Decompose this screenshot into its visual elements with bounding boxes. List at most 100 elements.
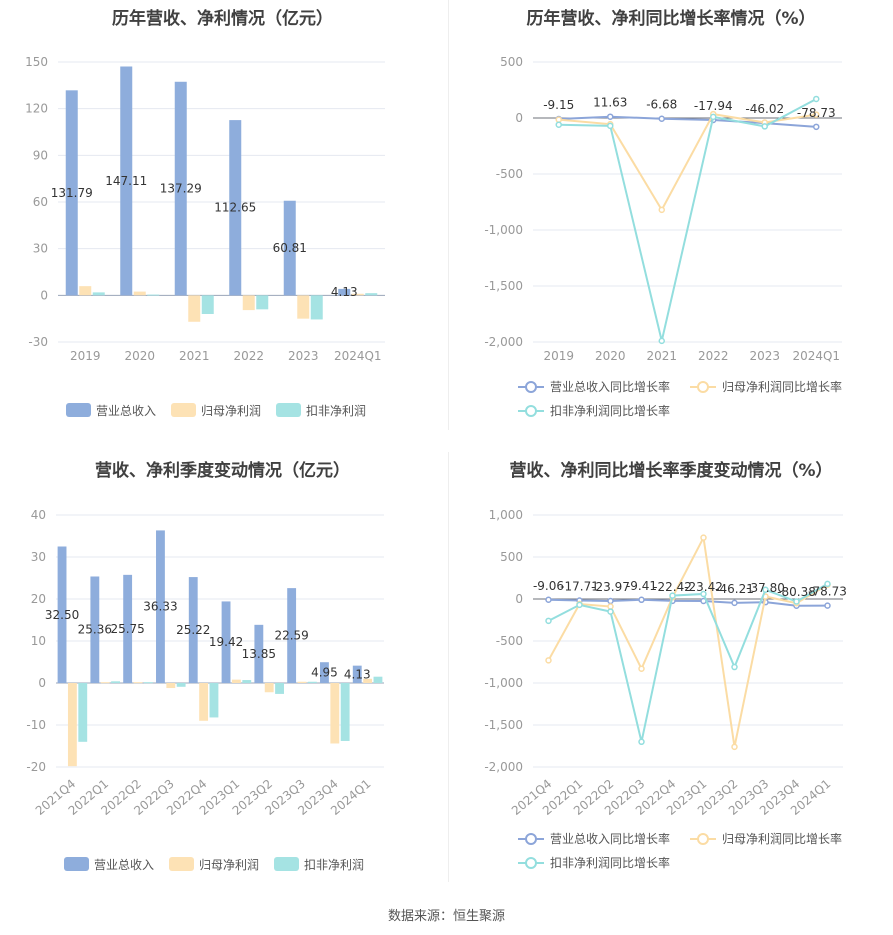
y-tick-label: -30 [28, 335, 48, 349]
bar [242, 295, 255, 311]
bar [92, 292, 105, 296]
data-point [607, 597, 614, 605]
bar-data-label: 4.95 [311, 666, 338, 680]
y-tick-label: -20 [26, 760, 46, 774]
y-tick-label: -500 [496, 167, 523, 181]
series-line [558, 112, 817, 212]
legend-label: 扣非净利润同比增长率 [550, 403, 670, 418]
line-data-label: -46.21 [715, 582, 754, 596]
y-tick-label: 1,000 [489, 508, 523, 522]
data-point [638, 596, 645, 604]
line-data-label: -17.71 [560, 579, 599, 593]
chart-title: 营收、净利同比增长率季度变动情况（%） [509, 461, 833, 481]
quarterly-revenue-profit-chart: 营收、净利季度变动情况（亿元） -20 -10 0 10 20 30 40 2021Q4 202… [0, 452, 445, 892]
chart-svg: -2,000 -1,500 -1,000 -500 0 500 2019 2020 2021 20… [484, 55, 842, 418]
data-point [813, 123, 820, 131]
bar-data-label: 131.79 [51, 186, 93, 200]
legend-swatch [66, 403, 91, 417]
panel-divider-top [448, 0, 449, 430]
annual-revenue-profit-chart: 历年营收、净利情况（亿元） -30 0 30 60 90 120 150 2019 2020 20… [0, 0, 445, 430]
bar [231, 679, 241, 683]
bar [147, 294, 160, 296]
bar [100, 682, 110, 684]
line-data-label: -78.73 [808, 585, 847, 599]
series-line [558, 98, 817, 342]
bar-data-label: 147.11 [105, 174, 147, 188]
data-point [731, 599, 738, 607]
line-data-label: -6.68 [646, 98, 677, 112]
bar [90, 576, 100, 683]
y-tick-label: 500 [500, 55, 523, 69]
y-tick-label: 0 [38, 676, 46, 690]
data-point [731, 743, 738, 751]
chart-title: 历年营收、净利情况（亿元） [112, 9, 333, 29]
data-point [700, 590, 707, 598]
bar [275, 683, 284, 694]
y-tick-label: 60 [33, 195, 48, 209]
bar [133, 682, 143, 684]
y-tick-label: -500 [496, 634, 523, 648]
bar-data-label: 60.81 [273, 241, 307, 255]
data-point [638, 738, 645, 746]
data-point [607, 608, 614, 615]
legend-label: 营业总收入 [94, 858, 154, 872]
bar-data-label: 19.42 [209, 635, 243, 649]
bar [338, 288, 351, 296]
x-tick-label: 2024Q1 [792, 349, 840, 363]
x-tick-label: 2021 [646, 349, 677, 363]
legend-label: 营业总收入 [96, 404, 156, 418]
y-tick-label: -1,500 [484, 718, 523, 732]
bar [351, 293, 364, 296]
data-point [555, 116, 562, 123]
y-tick-label: 0 [515, 592, 523, 606]
data-point [607, 603, 614, 610]
bar [254, 624, 264, 683]
legend-label: 扣非净利润 [304, 858, 364, 872]
bar-data-label: 25.75 [110, 622, 144, 636]
data-point [710, 113, 717, 121]
y-tick-label: 90 [33, 148, 48, 162]
bar [133, 291, 146, 296]
bar [229, 120, 242, 296]
y-tick-label: 30 [33, 242, 48, 256]
y-tick-label: 150 [25, 55, 48, 69]
y-tick-label: 20 [31, 592, 46, 606]
bar [57, 546, 67, 683]
bar [264, 683, 274, 693]
bar-data-label: 32.50 [45, 608, 79, 622]
bar [297, 295, 310, 319]
line-data-label: -17.94 [694, 99, 733, 113]
bar [209, 683, 219, 718]
panel-divider-bottom [448, 452, 449, 882]
bar-data-label: 25.36 [78, 623, 112, 637]
bar-data-label: 25.22 [176, 623, 210, 637]
bar [363, 678, 373, 683]
bar [310, 295, 323, 320]
y-tick-label: -2,000 [484, 335, 523, 349]
bar [201, 295, 214, 314]
chart-svg: -20-100102030402021Q42022Q12022Q22022Q32… [26, 508, 384, 872]
bar [307, 681, 317, 683]
bar-data-label: 36.33 [143, 600, 177, 614]
bar-data-label: 22.59 [274, 629, 308, 643]
line-data-label: -9.06 [533, 579, 564, 593]
line-data-label: -23.97 [591, 580, 630, 594]
line-data-label: 11.63 [593, 96, 627, 110]
y-tick-label: 120 [25, 102, 48, 116]
y-tick-label: -2,000 [484, 760, 523, 774]
line-data-label: -78.73 [797, 106, 836, 120]
legend-label: 归母净利润 [199, 858, 259, 872]
data-point [545, 596, 552, 604]
x-tick-label: 2023 [288, 349, 319, 363]
legend-label: 归母净利润同比增长率 [722, 379, 842, 394]
legend-marker [525, 857, 537, 869]
legend-label: 营业总收入同比增长率 [550, 379, 670, 394]
bar [111, 681, 120, 683]
legend-label: 归母净利润 [201, 404, 261, 418]
data-point [576, 601, 583, 609]
bar [340, 683, 350, 741]
bar [199, 683, 209, 721]
bar-data-label: 4.13 [331, 285, 358, 299]
data-point [555, 121, 562, 128]
y-tick-label: 30 [31, 550, 46, 564]
